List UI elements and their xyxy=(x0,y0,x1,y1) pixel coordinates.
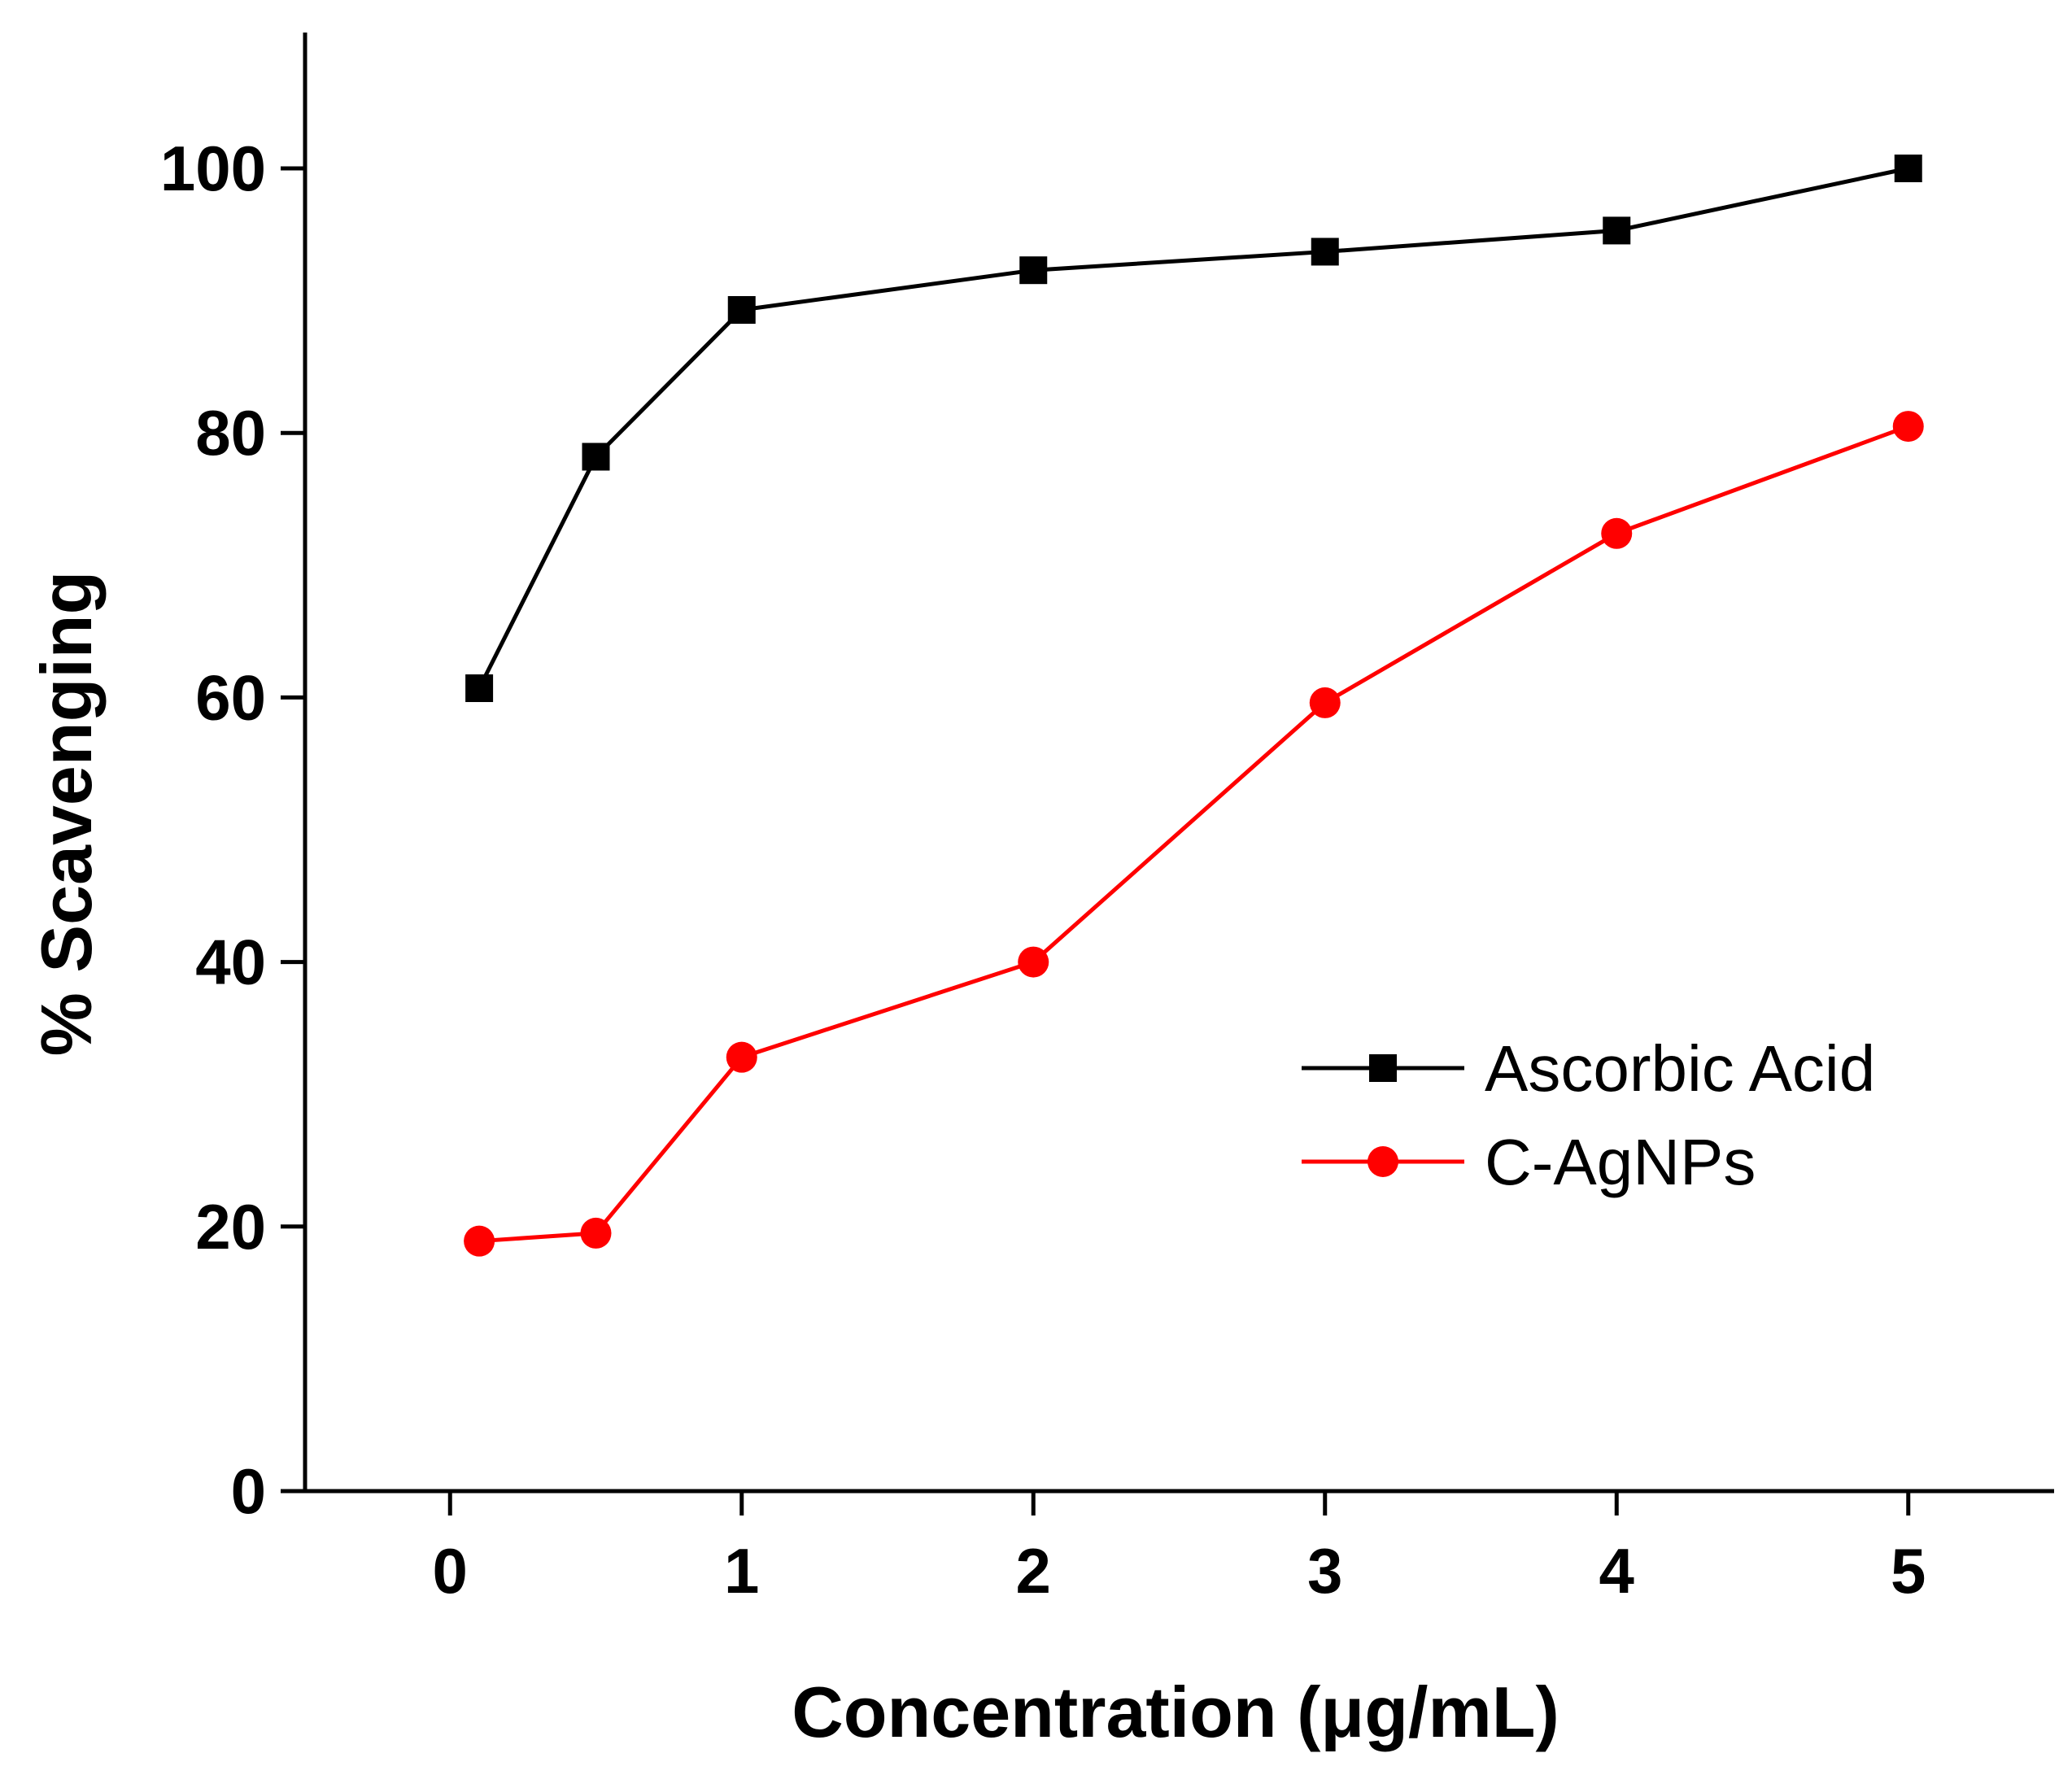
data-point-ascorbic-acid xyxy=(1311,238,1339,266)
data-point-c-agnps xyxy=(464,1225,495,1257)
x-tick-label: 0 xyxy=(433,1535,468,1607)
data-point-ascorbic-acid xyxy=(1019,256,1048,285)
x-tick-label: 1 xyxy=(724,1535,759,1607)
legend-marker-ascorbic-acid xyxy=(1369,1054,1397,1082)
data-point-ascorbic-acid xyxy=(582,443,610,471)
x-tick-label: 3 xyxy=(1307,1535,1342,1607)
x-tick-label: 4 xyxy=(1599,1535,1634,1607)
y-tick-label: 0 xyxy=(231,1455,266,1527)
axes: 0 20 40 60 80 100 0 1 2 3 4 5 xyxy=(160,33,2054,1607)
data-point-c-agnps xyxy=(580,1217,612,1249)
legend-marker-c-agnps xyxy=(1368,1146,1398,1177)
legend-label-ascorbic-acid: Ascorbic Acid xyxy=(1485,1032,1875,1105)
legend-label-c-agnps: C-AgNPs xyxy=(1485,1126,1756,1198)
series-group xyxy=(464,155,1924,1257)
legend: Ascorbic Acid C-AgNPs xyxy=(1302,1032,1875,1198)
y-tick-label: 60 xyxy=(195,661,266,733)
y-tick-label: 40 xyxy=(195,927,266,998)
data-point-c-agnps xyxy=(1892,411,1924,443)
data-point-ascorbic-acid xyxy=(1603,216,1631,245)
data-point-c-agnps xyxy=(726,1041,757,1073)
y-axis-title: % Scavenging xyxy=(26,571,107,1057)
x-tick-label: 2 xyxy=(1016,1535,1051,1607)
data-point-ascorbic-acid xyxy=(1894,155,1922,182)
y-tick-label: 80 xyxy=(195,397,266,469)
y-tick-label: 20 xyxy=(195,1191,266,1263)
series-line-ascorbic-acid xyxy=(477,166,1909,690)
data-point-c-agnps xyxy=(1018,946,1049,978)
data-point-ascorbic-acid xyxy=(727,295,756,324)
data-point-ascorbic-acid xyxy=(465,674,494,703)
data-point-c-agnps xyxy=(1309,687,1341,718)
y-tick-label: 100 xyxy=(160,133,266,204)
series-line-c-agnps xyxy=(478,424,1909,1244)
data-point-c-agnps xyxy=(1601,517,1633,549)
x-tick-label: 5 xyxy=(1891,1535,1926,1607)
x-axis-title: Concentration (μg/mL) xyxy=(792,1672,1559,1752)
